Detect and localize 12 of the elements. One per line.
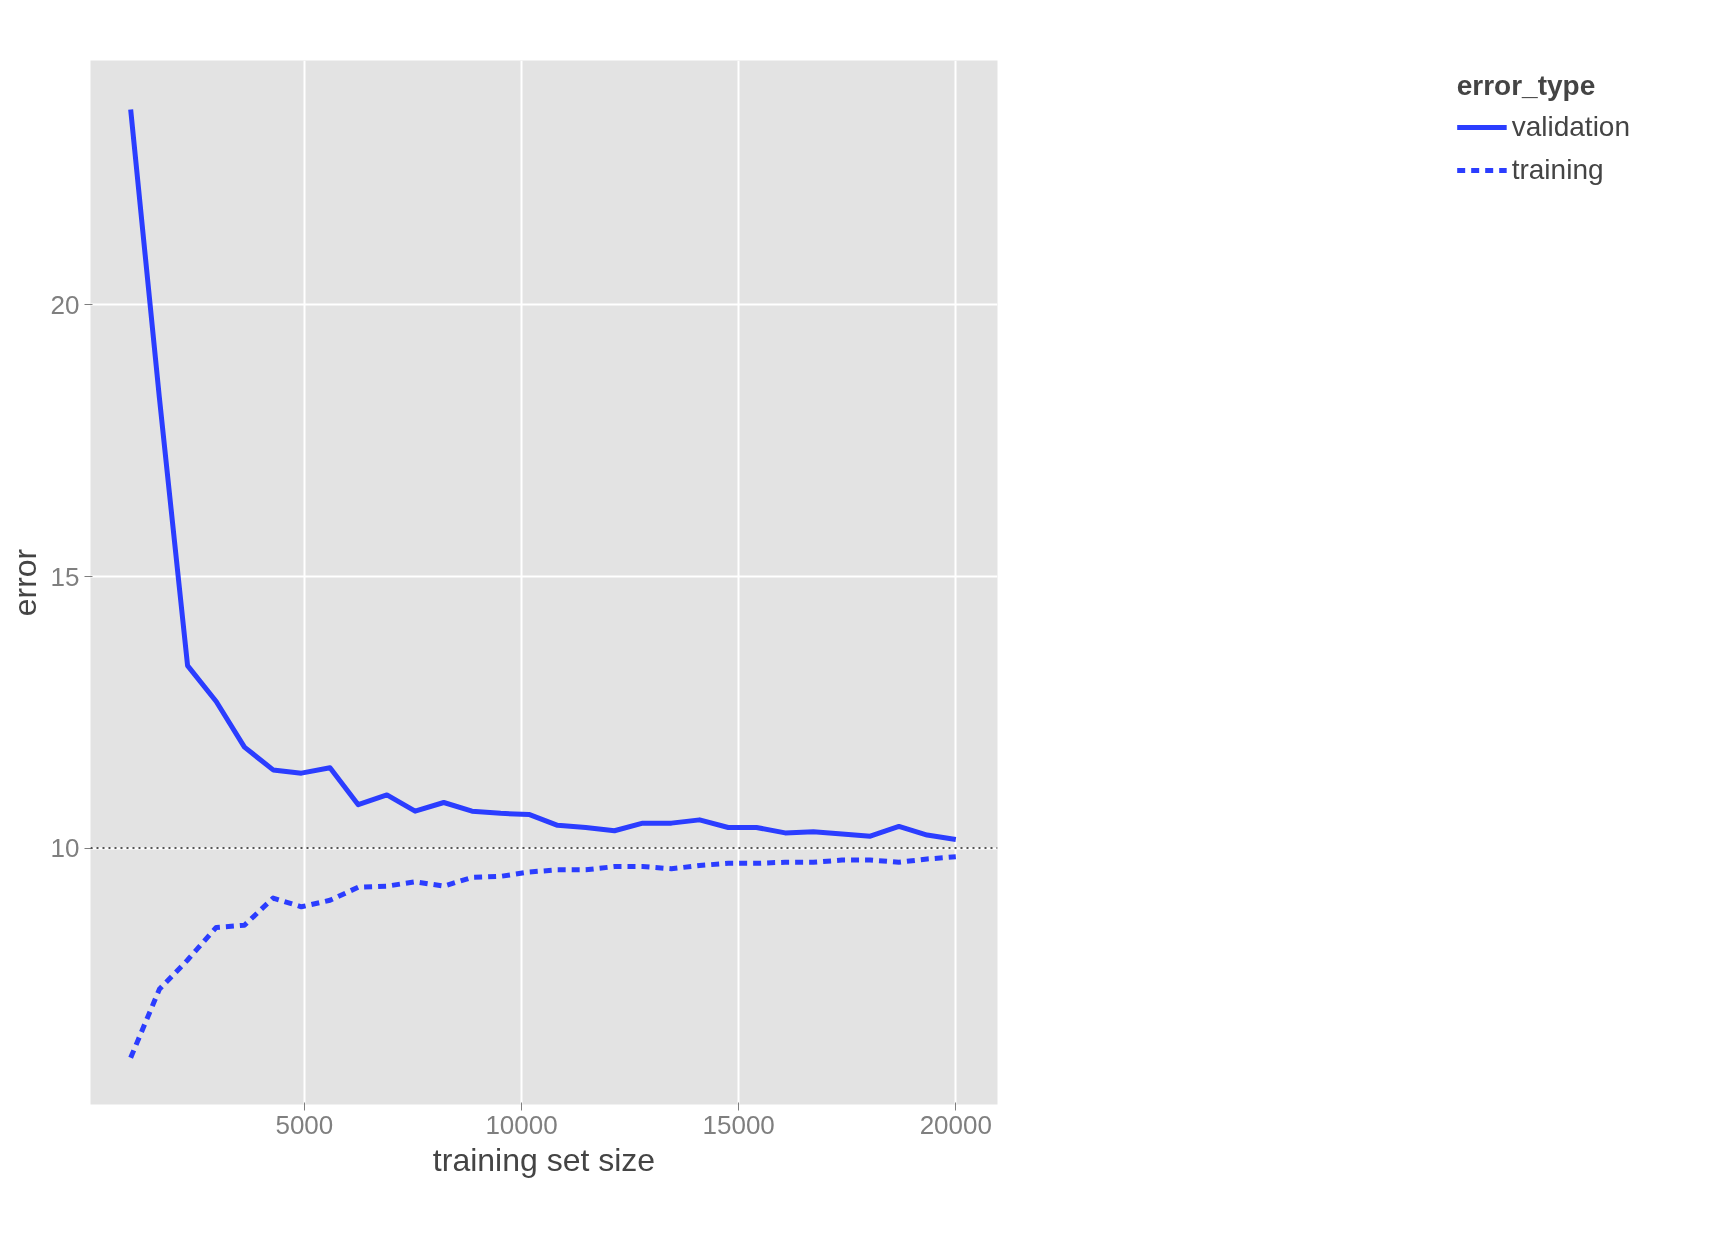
x-tick-label: 5000 [275, 1109, 334, 1140]
x-tick-label: 20000 [919, 1109, 992, 1140]
y-axis-title: error [6, 548, 43, 617]
y-tick-label: 20 [50, 289, 80, 320]
legend-title: error_type [1456, 70, 1597, 102]
legend-label: validation [1511, 110, 1630, 144]
legend-label: training [1511, 153, 1604, 187]
x-tick-label: 15000 [702, 1109, 775, 1140]
y-tick-label: 10 [50, 833, 80, 864]
x-tick-label: 10000 [485, 1109, 558, 1140]
y-tick-label: 15 [50, 561, 80, 592]
x-axis-title: training set size [432, 1141, 656, 1178]
